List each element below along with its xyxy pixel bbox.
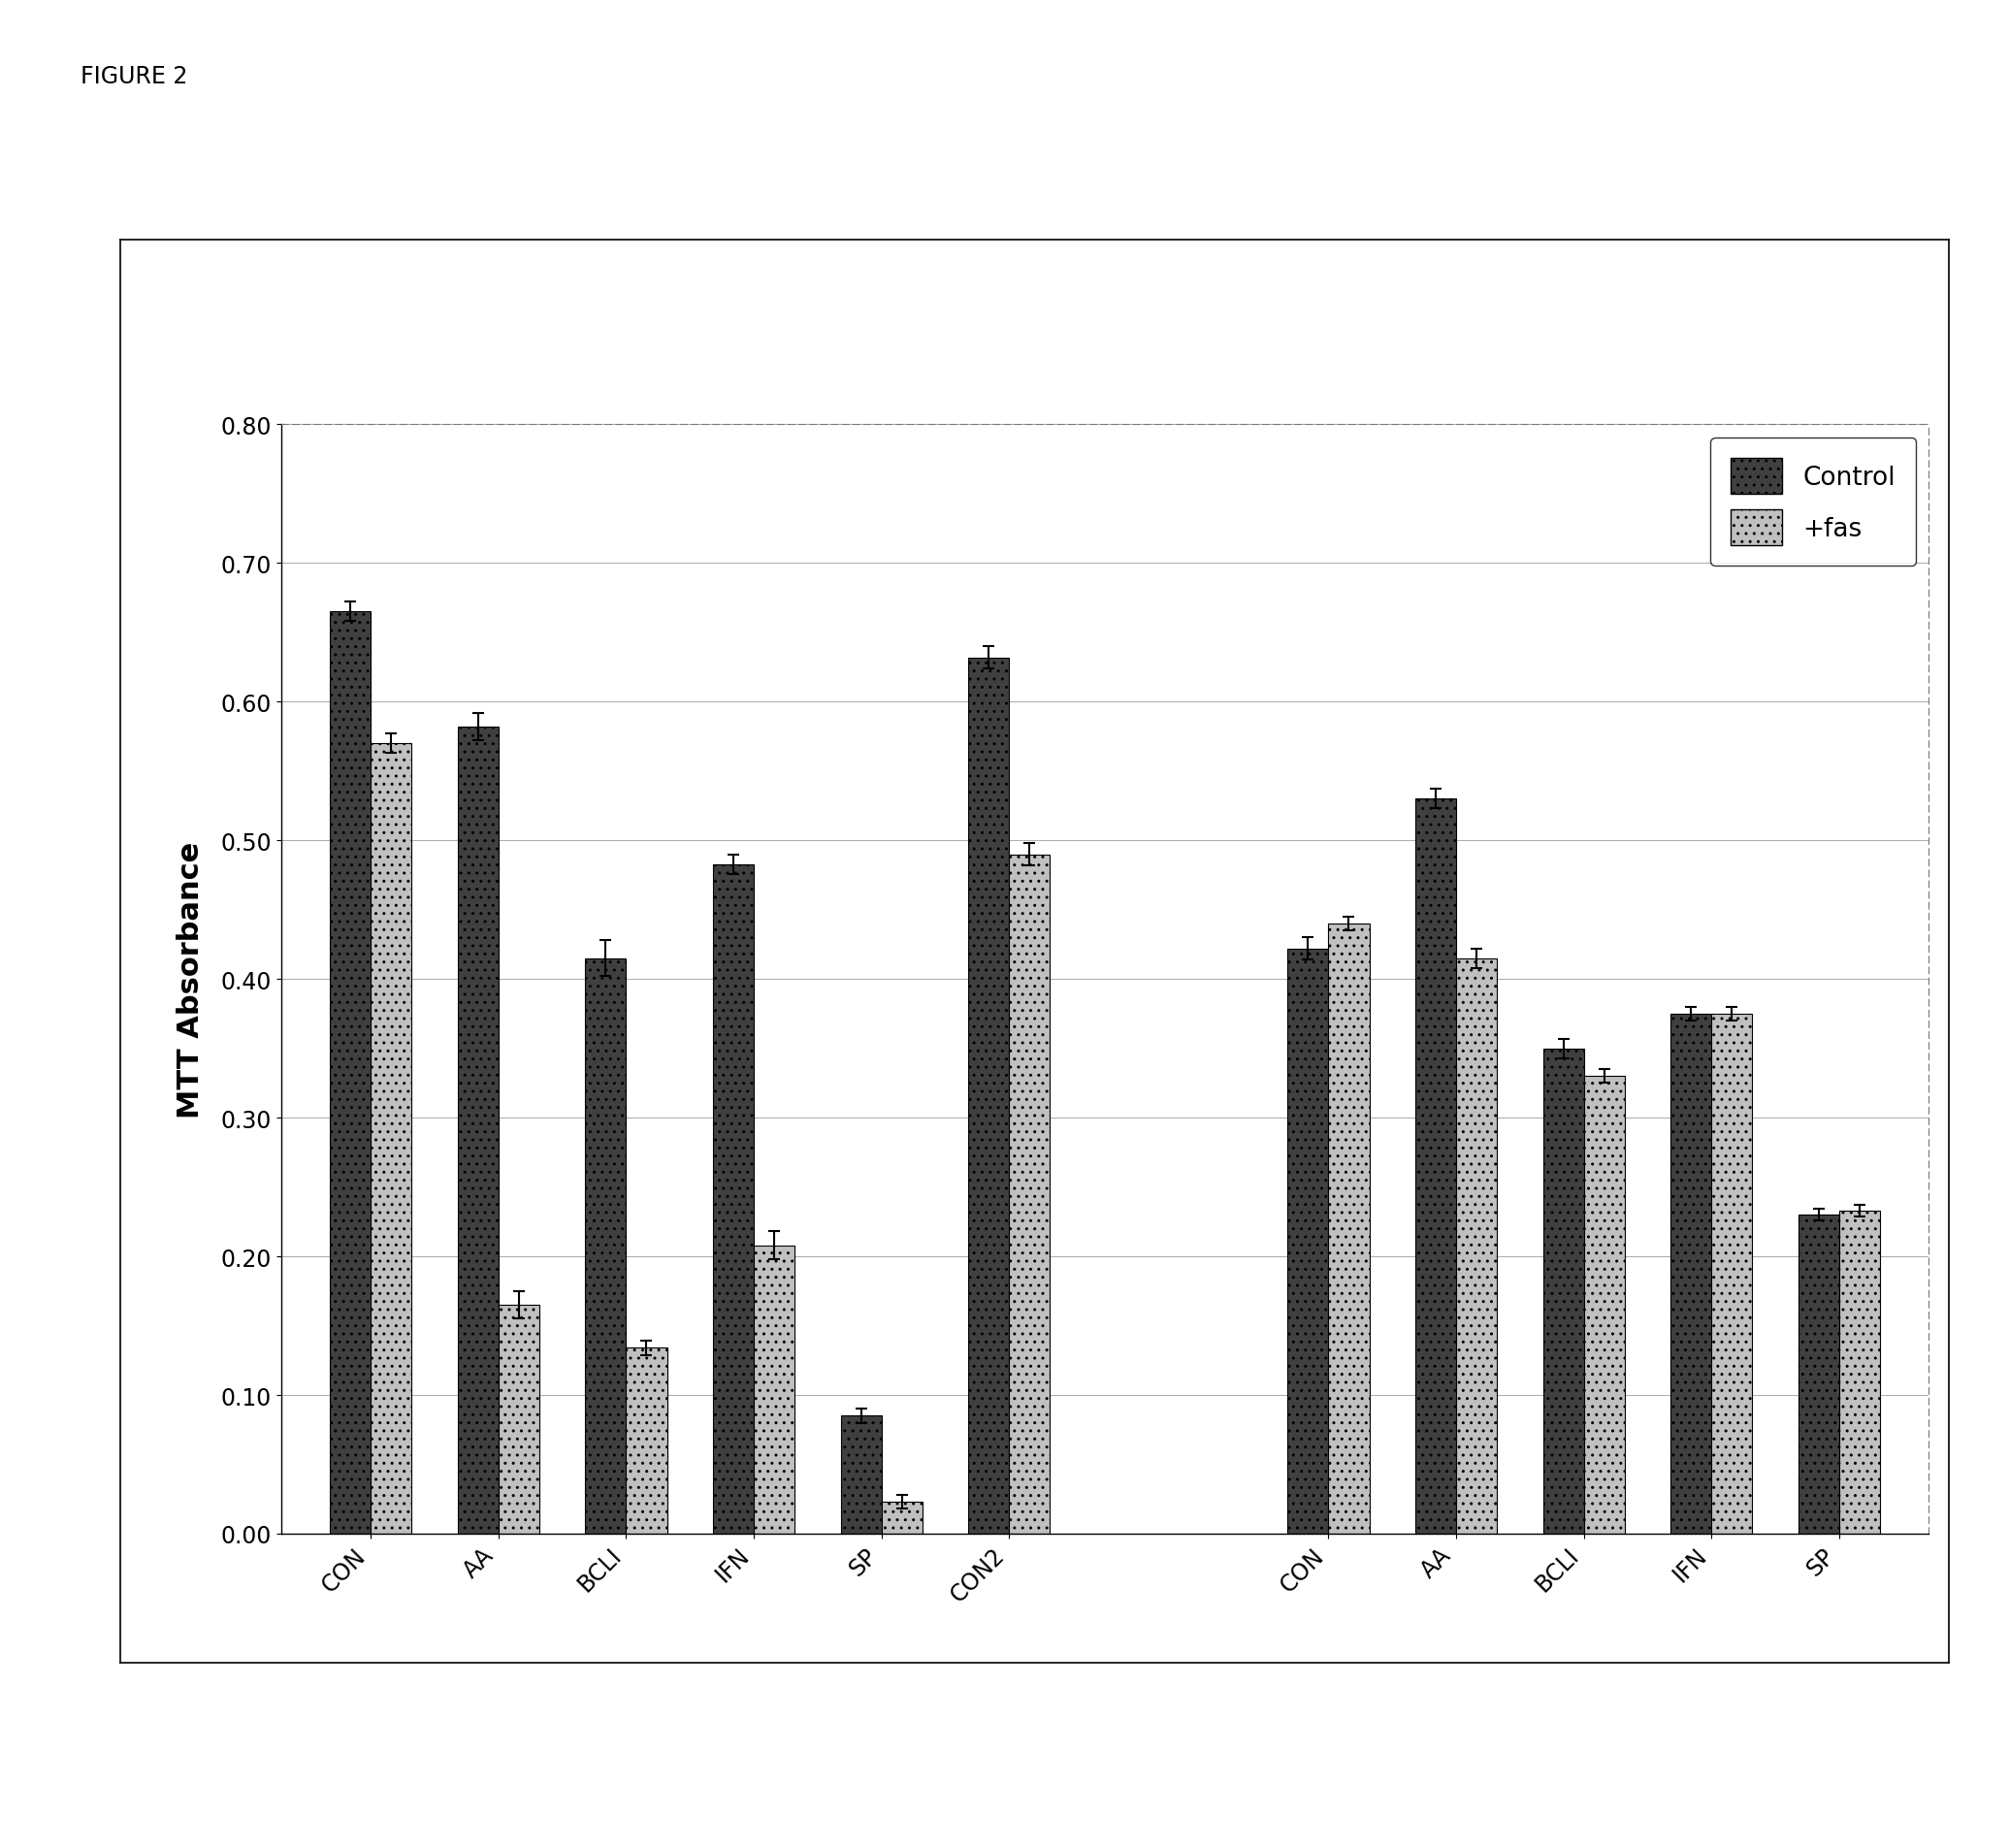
Bar xyxy=(968,658,1009,1534)
Bar xyxy=(1457,959,1497,1534)
Legend: Control, +fas: Control, +fas xyxy=(1710,438,1917,567)
Bar xyxy=(329,612,370,1534)
Bar xyxy=(1583,1076,1625,1534)
Bar xyxy=(1288,950,1328,1534)
Bar xyxy=(1009,854,1051,1534)
Bar xyxy=(1712,1015,1752,1534)
Bar xyxy=(1798,1216,1840,1534)
Bar xyxy=(882,1502,922,1534)
Text: FIGURE 2: FIGURE 2 xyxy=(80,65,187,89)
Bar xyxy=(585,959,627,1534)
Bar xyxy=(1840,1210,1880,1534)
Y-axis label: MTT Absorbance: MTT Absorbance xyxy=(177,841,205,1118)
Bar xyxy=(1671,1015,1712,1534)
Bar xyxy=(1543,1048,1583,1534)
Bar xyxy=(458,726,498,1534)
Bar xyxy=(713,865,753,1534)
Bar xyxy=(840,1416,882,1534)
Bar xyxy=(498,1305,538,1534)
Bar xyxy=(1328,924,1370,1534)
Bar xyxy=(1414,798,1457,1534)
Bar xyxy=(627,1349,667,1534)
Bar xyxy=(370,743,412,1534)
Bar xyxy=(753,1246,796,1534)
